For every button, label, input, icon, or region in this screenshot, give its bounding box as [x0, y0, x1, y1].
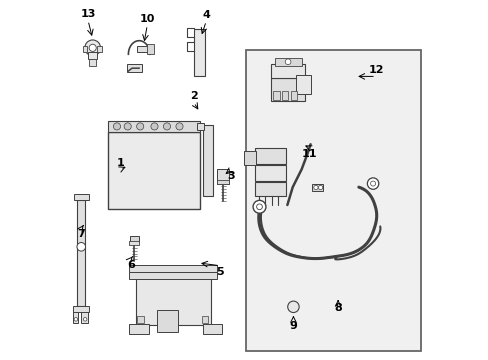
Bar [135, 272, 210, 325]
Text: 13: 13 [80, 9, 96, 19]
Circle shape [83, 318, 87, 321]
Circle shape [313, 185, 317, 190]
Bar [271, 78, 305, 102]
Bar [203, 324, 222, 334]
Text: 1: 1 [116, 158, 124, 168]
Text: 10: 10 [140, 14, 155, 23]
Bar [196, 123, 204, 130]
Bar [108, 121, 200, 132]
Bar [296, 75, 310, 94]
Text: 12: 12 [367, 65, 383, 75]
Circle shape [124, 123, 131, 130]
Text: 2: 2 [189, 91, 197, 101]
Bar [129, 241, 139, 246]
Circle shape [256, 204, 262, 210]
Circle shape [370, 181, 375, 186]
Circle shape [151, 123, 158, 130]
Bar [81, 312, 88, 323]
Bar [73, 312, 78, 323]
Bar [203, 125, 213, 196]
Bar [73, 306, 89, 312]
Text: 11: 11 [302, 149, 317, 159]
Bar [201, 316, 207, 323]
Text: 9: 9 [289, 321, 297, 332]
Circle shape [74, 318, 78, 321]
Circle shape [163, 123, 170, 130]
Bar [255, 148, 285, 164]
Bar [97, 46, 102, 52]
Circle shape [285, 59, 290, 64]
Bar [274, 58, 301, 66]
Circle shape [253, 201, 265, 213]
Bar [129, 324, 148, 334]
Bar [246, 50, 420, 351]
Bar [255, 165, 285, 181]
Bar [88, 52, 97, 59]
Text: 4: 4 [202, 10, 210, 19]
Text: 7: 7 [78, 229, 85, 239]
Bar [157, 310, 178, 332]
Circle shape [136, 123, 143, 130]
Bar [129, 271, 216, 279]
Bar [272, 91, 279, 100]
Bar [77, 201, 85, 306]
Bar [271, 64, 305, 78]
Text: 5: 5 [216, 267, 224, 277]
Circle shape [366, 178, 378, 189]
Text: 6: 6 [127, 260, 135, 270]
Text: 3: 3 [226, 171, 234, 181]
Bar [193, 29, 205, 76]
Bar [74, 194, 88, 201]
Circle shape [176, 123, 183, 130]
Bar [217, 169, 228, 184]
Bar [312, 184, 323, 191]
Circle shape [113, 123, 121, 130]
Bar [130, 236, 139, 242]
Bar [108, 132, 200, 208]
Bar [137, 46, 148, 52]
Bar [89, 59, 95, 66]
Bar [129, 265, 216, 272]
Circle shape [318, 185, 322, 190]
Circle shape [287, 301, 299, 312]
Bar [147, 44, 153, 54]
Bar [137, 316, 143, 323]
Bar [244, 151, 256, 165]
Bar [282, 91, 288, 100]
Bar [290, 91, 297, 100]
Circle shape [77, 243, 85, 251]
Bar [127, 64, 142, 72]
Circle shape [84, 40, 101, 56]
Text: 8: 8 [333, 303, 341, 313]
Bar [83, 46, 87, 52]
Circle shape [89, 44, 96, 51]
Bar [217, 180, 228, 184]
Bar [255, 182, 285, 196]
